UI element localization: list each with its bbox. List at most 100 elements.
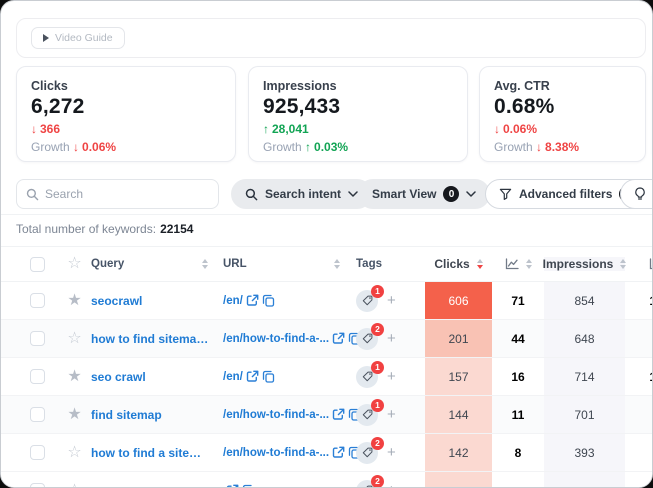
- url-link[interactable]: /en/: [223, 294, 243, 307]
- query-link[interactable]: seo crawl: [91, 369, 146, 384]
- url-link[interactable]: /en/how-to-find-a-...: [223, 332, 330, 345]
- row-checkbox[interactable]: [29, 369, 45, 384]
- external-link-icon[interactable]: [332, 446, 345, 459]
- query-link[interactable]: seocrawl: [91, 293, 143, 308]
- clicks-heat-cell: 201: [425, 320, 492, 357]
- stat-card-impressions: Impressions 925,433 28,041 Growth 0.03%: [248, 66, 468, 162]
- star-header-icon[interactable]: [67, 256, 81, 272]
- impressions-delta: 14: [625, 358, 652, 395]
- tag-chip[interactable]: 2: [356, 322, 384, 350]
- query-link[interactable]: find sitemap: [91, 407, 162, 422]
- external-link-icon[interactable]: [332, 332, 345, 345]
- add-tag-button[interactable]: +: [387, 444, 396, 461]
- tag-count-badge: 2: [371, 322, 384, 336]
- star-icon[interactable]: [67, 331, 81, 347]
- tag-chip[interactable]: 2: [356, 436, 384, 464]
- external-link-icon[interactable]: [226, 484, 239, 488]
- card-delta: 366: [31, 122, 221, 136]
- card-growth: Growth 0.03%: [263, 140, 453, 154]
- clicks-delta: 44: [511, 331, 525, 346]
- search-input[interactable]: [45, 187, 209, 201]
- smart-view-dropdown[interactable]: Smart View 0: [358, 179, 491, 209]
- card-growth: Growth 0.06%: [31, 140, 221, 154]
- tag-count-badge: 2: [371, 474, 384, 487]
- add-tag-button[interactable]: +: [387, 368, 396, 385]
- tag-chip[interactable]: 1: [356, 360, 384, 388]
- table-row: seocrawl /en/ 1 + 606 71 854 12: [1, 282, 652, 320]
- tag-chip[interactable]: 1: [356, 398, 384, 426]
- sort-url[interactable]: [334, 259, 340, 269]
- clicks-heat-cell: 144: [425, 396, 492, 433]
- tag-icon: [362, 333, 372, 344]
- add-tag-button[interactable]: +: [387, 406, 396, 423]
- url-link[interactable]: /en/how-to-find-a-...: [223, 446, 330, 459]
- add-tag-button[interactable]: +: [387, 330, 396, 347]
- keywords-count: 22154: [160, 222, 194, 236]
- sort-query[interactable]: [202, 259, 208, 269]
- funnel-icon: [499, 188, 512, 200]
- lightbulb-icon: [635, 187, 645, 200]
- card-value: 925,433: [263, 95, 341, 118]
- add-tag-button[interactable]: +: [387, 483, 396, 487]
- row-checkbox[interactable]: [29, 407, 45, 422]
- copy-icon[interactable]: [242, 484, 255, 488]
- row-checkbox[interactable]: [29, 445, 45, 460]
- external-link-icon[interactable]: [332, 408, 345, 421]
- sort-impressions[interactable]: [620, 259, 627, 269]
- tag-count-badge: 1: [371, 284, 384, 298]
- query-link[interactable]: how to find sitemap...: [91, 331, 211, 346]
- star-icon[interactable]: [67, 369, 81, 385]
- url-link[interactable]: /en/: [223, 370, 243, 383]
- video-guide-button[interactable]: Video Guide: [31, 27, 125, 49]
- col-url: URL: [223, 258, 247, 270]
- add-tag-button[interactable]: +: [387, 292, 396, 309]
- star-icon[interactable]: [67, 407, 81, 423]
- search-intent-dropdown[interactable]: Search intent: [231, 179, 373, 209]
- table-row: 2 +: [1, 472, 652, 488]
- query-link[interactable]: how to find a sitemap: [91, 445, 211, 460]
- external-link-icon[interactable]: [246, 370, 259, 383]
- smart-view-count-badge: 0: [443, 186, 460, 202]
- sort-clicks[interactable]: [476, 259, 483, 269]
- smart-view-label: Smart View: [372, 187, 437, 201]
- clicks-heat-cell: [425, 472, 492, 487]
- row-checkbox[interactable]: [29, 331, 45, 346]
- keywords-table: Query URL Tags Clicks Impressions: [1, 246, 652, 488]
- card-title: Impressions: [263, 79, 337, 93]
- trend-chart-icon: [649, 258, 652, 270]
- chevron-down-icon: [348, 191, 358, 197]
- impressions-cell: 714: [544, 358, 625, 395]
- star-icon[interactable]: [67, 445, 81, 461]
- tag-count-badge: 1: [371, 398, 384, 412]
- clicks-delta: 16: [511, 369, 525, 384]
- card-delta: 28,041: [263, 122, 453, 136]
- sort-clicks-trend[interactable]: [525, 259, 532, 269]
- copy-icon[interactable]: [262, 294, 275, 307]
- tag-icon: [362, 295, 372, 306]
- row-checkbox[interactable]: [29, 483, 45, 487]
- select-all-checkbox[interactable]: [29, 256, 45, 272]
- star-icon[interactable]: [67, 293, 81, 309]
- tag-chip[interactable]: 2: [356, 474, 384, 487]
- tag-chip[interactable]: 1: [356, 284, 384, 312]
- impressions-cell: 854: [544, 282, 625, 319]
- impressions-cell: [544, 472, 625, 487]
- impressions-cell: 701: [544, 396, 625, 433]
- stat-card-clicks: Clicks 6,272 366 Growth 0.06%: [16, 66, 236, 162]
- advanced-filters-label: Advanced filters: [519, 187, 613, 201]
- url-link[interactable]: /en/how-to-find-a-...: [223, 408, 330, 421]
- clicks-delta: [492, 472, 544, 487]
- row-checkbox[interactable]: [29, 293, 45, 308]
- clicks-delta: 8: [514, 445, 522, 460]
- tag-icon: [362, 371, 372, 382]
- card-growth: Growth 8.38%: [494, 140, 631, 154]
- copy-icon[interactable]: [262, 370, 275, 383]
- search-intent-label: Search intent: [265, 187, 342, 201]
- star-icon[interactable]: [67, 483, 81, 488]
- external-link-icon[interactable]: [246, 294, 259, 307]
- tag-count-badge: 2: [371, 436, 384, 450]
- ai-insights-button[interactable]: A: [620, 179, 652, 209]
- card-value: 0.68%: [494, 95, 555, 118]
- impressions-delta: [625, 472, 652, 487]
